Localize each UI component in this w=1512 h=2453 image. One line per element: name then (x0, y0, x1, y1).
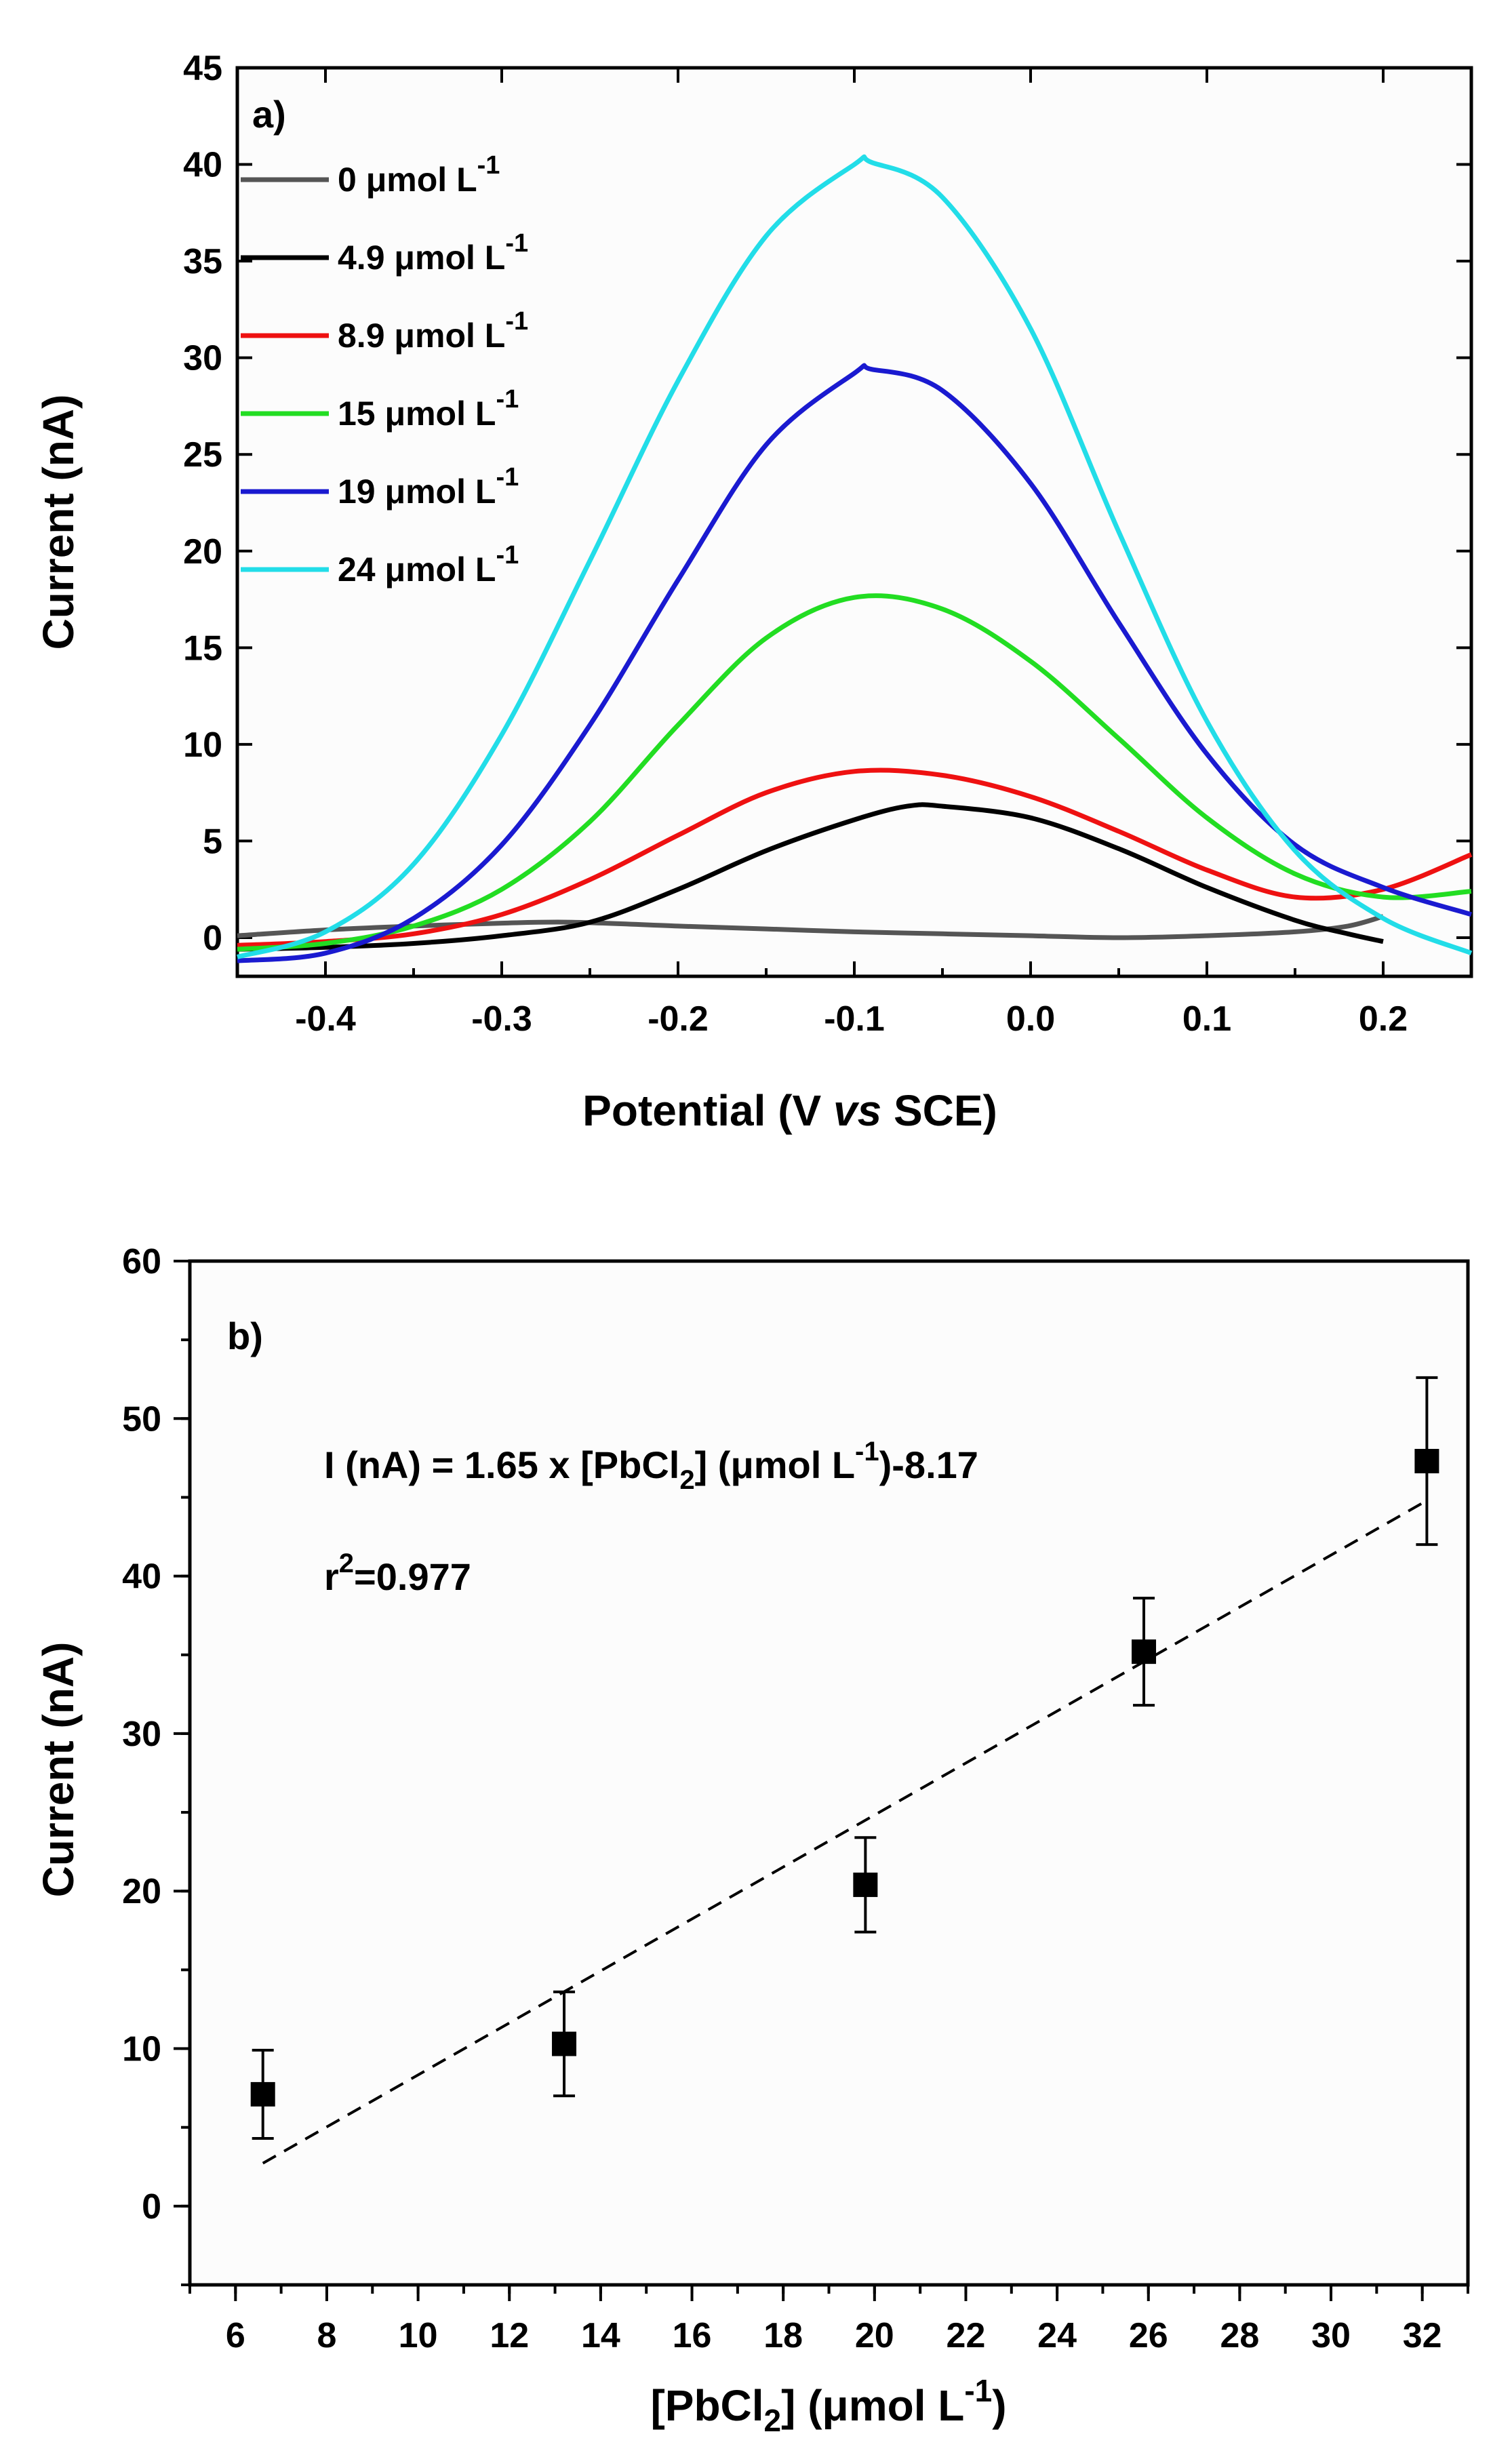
panel-b-x-tick-label: 10 (399, 2316, 438, 2355)
data-point-1 (552, 1990, 577, 2098)
panel-a-x-tick-label: -0.1 (824, 999, 885, 1039)
panel-b-y-tick-label: 0 (142, 2187, 161, 2227)
panel-b-fit-equation: I (nA) = 1.65 x [PbCl2] (μmol L-1)-8.17 (324, 1437, 978, 1495)
panel-b-x-tick-labels: 6 8 10 12 14 16 18 20 22 24 26 28 30 32 (226, 2316, 1442, 2355)
panel-b-y-tick-label: 30 (122, 1715, 161, 1754)
legend-label-0: 0 μmol L-1 (338, 151, 500, 199)
panel-a-y-tick-label: 0 (203, 919, 222, 958)
panel-b-y-tick-label: 20 (122, 1872, 161, 1911)
point-marker (853, 1872, 878, 1897)
panel-a-series-line-2 (237, 767, 1473, 948)
panel-a-x-tick-label: -0.4 (295, 999, 356, 1039)
panel-b-plot-area (188, 1259, 1470, 2287)
legend-label-2: 8.9 μmol L-1 (338, 307, 528, 355)
panel-a-x-tick-label: 0.0 (1006, 999, 1055, 1039)
data-point-4 (1414, 1376, 1439, 1547)
panel-a-x-axis-title: Potential (V vs SCE) (582, 1086, 997, 1135)
legend-label-3: 15 μmol L-1 (338, 385, 519, 433)
panel-a-y-tick-label: 15 (183, 629, 222, 668)
panel-a-y-tick-label: 30 (183, 339, 222, 378)
panel-b-y-axis-title: Current (nA) (34, 1642, 83, 1898)
panel-b-x-tick-label: 6 (226, 2316, 245, 2355)
panel-a-y-tick-label: 35 (183, 242, 222, 281)
data-point-0 (250, 2048, 275, 2140)
panel-b-x-tick-label: 14 (581, 2316, 620, 2355)
panel-a-series-line-0 (237, 914, 1384, 940)
panel-b-x-tick-label: 18 (763, 2316, 803, 2355)
panel-a-y-tick-labels: 0 5 10 15 20 25 30 35 40 45 (183, 49, 222, 958)
panel-a-x-tick-label: -0.2 (648, 999, 709, 1039)
panel-a-x-tick-labels: -0.4 -0.3 -0.2 -0.1 0.0 0.1 0.2 (295, 999, 1408, 1039)
panel-a-label: a) (252, 93, 286, 136)
panel-a-y-tick-label: 25 (183, 435, 222, 475)
panel-a-tick-marks (236, 66, 1473, 976)
panel-a-y-tick-label: 10 (183, 725, 222, 765)
panel-b-y-tick-label: 60 (122, 1242, 161, 1281)
panel-b-fit-line-path (262, 1499, 1428, 2165)
panel-b-fit-line (262, 1499, 1428, 2165)
panel-a-series-line-4 (237, 363, 1473, 963)
data-point-3 (1132, 1597, 1157, 1707)
panel-b-tick-marks (174, 1260, 1469, 2301)
panel-b-x-tick-label: 32 (1403, 2316, 1442, 2355)
legend-label-1: 4.9 μmol L-1 (338, 229, 528, 277)
panel-a-y-tick-label: 40 (183, 146, 222, 185)
panel-b-x-tick-label: 12 (490, 2316, 529, 2355)
panel-b-y-tick-label: 10 (122, 2030, 161, 2069)
legend-label-5: 24 μmol L-1 (338, 541, 519, 589)
panel-a-y-tick-label: 20 (183, 532, 222, 572)
panel-b-r-squared: r2=0.977 (324, 1549, 471, 1598)
legend-label-4: 19 μmol L-1 (338, 463, 519, 511)
panel-a-series-line-1 (237, 802, 1384, 952)
panel-b-label: b) (227, 1315, 263, 1357)
panel-a-y-tick-label: 45 (183, 49, 222, 88)
panel-b-x-tick-label: 24 (1037, 2316, 1077, 2355)
panel-a-series-lines (237, 154, 1473, 963)
point-marker (552, 2031, 577, 2056)
panel-a-legend: 0 μmol L-1 4.9 μmol L-1 8.9 μmol L-1 15 μmo… (241, 151, 528, 589)
panel-a-series-line-5 (237, 154, 1473, 959)
point-marker (250, 2081, 275, 2107)
panel-a-x-tick-label: 0.1 (1182, 999, 1231, 1039)
point-marker (1132, 1639, 1157, 1664)
panel-b-x-tick-label: 16 (673, 2316, 712, 2355)
panel-b-x-axis-title: [PbCl2] (μmol L-1) (650, 2373, 1006, 2438)
data-point-2 (853, 1836, 878, 1934)
panel-b-y-tick-labels: 0 10 20 30 40 50 60 (122, 1242, 161, 2227)
panel-b-x-tick-label: 8 (317, 2316, 337, 2355)
point-marker (1414, 1449, 1439, 1474)
panel-b-y-tick-label: 50 (122, 1399, 161, 1439)
panel-a-series-line-3 (237, 593, 1472, 952)
panel-b-x-tick-label: 26 (1129, 2316, 1168, 2355)
panel-a-y-axis-title: Current (nA) (34, 395, 83, 650)
panel-b-x-tick-label: 30 (1311, 2316, 1351, 2355)
panel-b-x-tick-label: 28 (1220, 2316, 1259, 2355)
panel-b-data-points (250, 1376, 1439, 2140)
panel-b-x-tick-label: 22 (947, 2316, 986, 2355)
panel-b-chart: 6 8 10 12 14 16 18 20 22 24 26 28 30 32 0 10 20 30 40 50 60… (34, 1242, 1470, 2438)
panel-a-x-tick-label: -0.3 (471, 999, 532, 1039)
panel-b-x-tick-label: 20 (855, 2316, 894, 2355)
panel-a-x-tick-label: 0.2 (1359, 999, 1408, 1039)
panel-b-y-tick-label: 40 (122, 1557, 161, 1597)
panel-a-chart: -0.4 -0.3 -0.2 -0.1 0.0 0.1 0.2 0 5 10 15 20 25 30 35… (34, 49, 1473, 1135)
panel-a-y-tick-label: 5 (203, 822, 222, 861)
